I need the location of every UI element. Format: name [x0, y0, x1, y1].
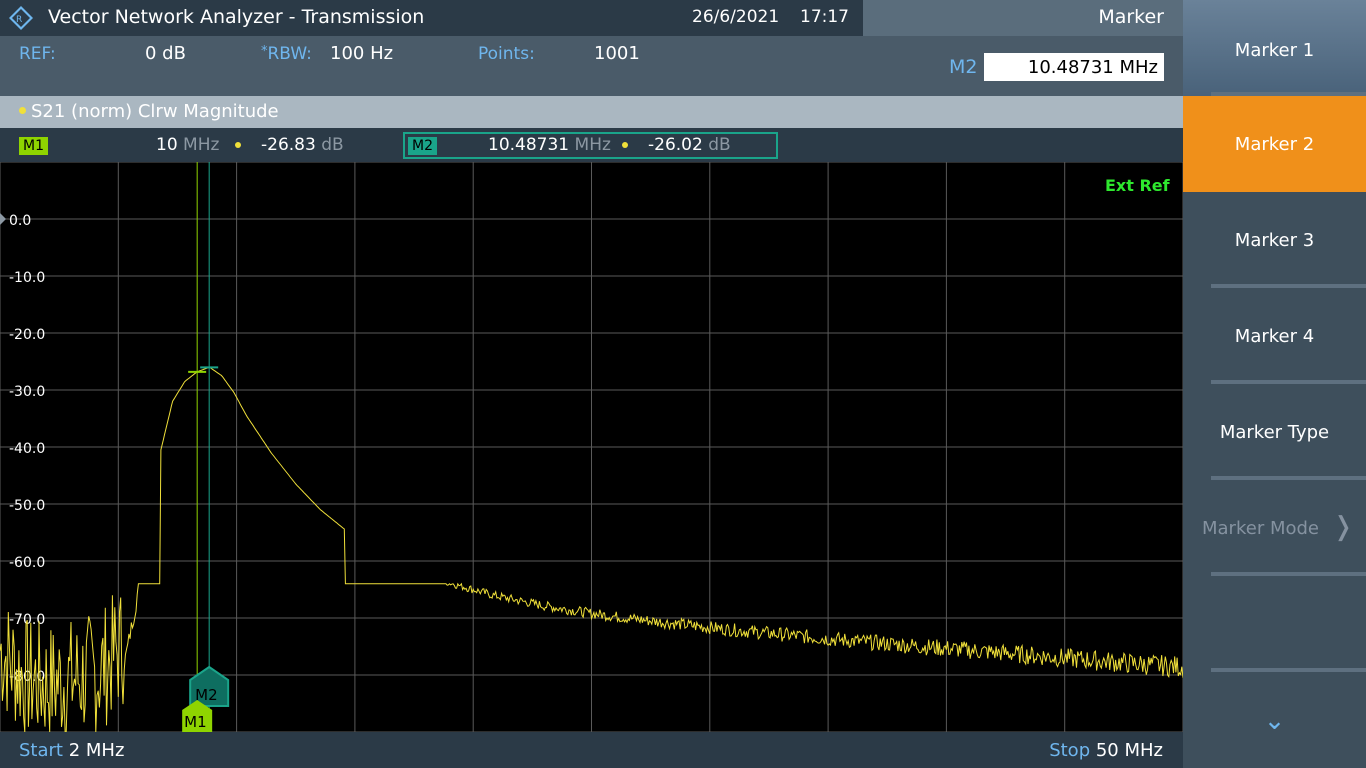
trace-color-dot: [19, 107, 26, 114]
rohde-schwarz-logo-icon: R: [9, 6, 33, 30]
y-tick-label: -20.0: [9, 327, 45, 343]
softkey-marker-type[interactable]: Marker Type: [1183, 384, 1366, 480]
measurement-info-bar: REF: 0 dB *RBW: 100 Hz Points: 1001: [0, 36, 863, 96]
y-tick-label: -60.0: [9, 555, 45, 571]
y-tick-label: 0.0: [9, 213, 31, 229]
m1-marker-tag-label: M1: [184, 713, 207, 731]
m1-level: -26.83 dB: [261, 135, 344, 155]
softkey-empty[interactable]: [1183, 576, 1366, 672]
marker-panel-title: Marker: [1098, 6, 1164, 28]
rbw-value[interactable]: 100 Hz: [330, 43, 394, 64]
softkey-marker-mode-label: Marker Mode: [1202, 518, 1319, 539]
marker-frequency-input[interactable]: [984, 53, 1164, 81]
softkey-marker-type-label: Marker Type: [1219, 422, 1330, 443]
m1-frequency-unit: MHz: [183, 135, 220, 155]
ref-label: REF:: [19, 44, 56, 64]
softkey-marker-1-label: Marker 1: [1234, 40, 1315, 61]
title-bar: R Vector Network Analyzer - Transmission…: [0, 0, 863, 36]
softkey-separator: [1211, 476, 1366, 480]
rbw-label-text: RBW:: [267, 44, 312, 64]
m2-separator-dot: [622, 142, 628, 148]
chevron-right-icon: ❭: [1332, 512, 1354, 542]
softkey-marker-3-label: Marker 3: [1234, 230, 1315, 251]
softkey-separator: [1211, 572, 1366, 576]
y-tick-label: -40.0: [9, 441, 45, 457]
stop-label: Stop: [1049, 740, 1091, 761]
app-title: Vector Network Analyzer - Transmission: [48, 6, 425, 28]
softkey-marker-1[interactable]: Marker 1: [1183, 0, 1366, 96]
y-tick-label: -30.0: [9, 384, 45, 400]
trace-plot[interactable]: 0.0 -10.0 -20.0 -30.0 -40.0 -50.0 -60.0 -70.0 -8…: [0, 162, 1183, 732]
trace-info-bar: S21 (norm) Clrw Magnitude: [0, 96, 1183, 128]
ref-level-arrow-icon: [0, 213, 6, 225]
ext-ref-indicator: Ext Ref: [1105, 176, 1170, 195]
trace-plot-svg[interactable]: 0.0-10.0-20.0-30.0-40.0-50.0-60.0-70.0-8…: [0, 162, 1183, 732]
softkey-more[interactable]: ⌄: [1183, 672, 1366, 768]
m2-level-value: -26.02: [648, 135, 703, 155]
active-marker-label: M2: [949, 56, 978, 78]
points-value[interactable]: 1001: [594, 43, 640, 64]
start-frequency[interactable]: Start 2 MHz: [19, 740, 124, 761]
frequency-span-bar: Start 2 MHz Stop 50 MHz: [0, 732, 1183, 768]
stop-value: 50 MHz: [1095, 740, 1163, 761]
m1-frequency: 10 MHz: [156, 135, 219, 155]
rbw-uncoupled-star: *: [261, 44, 268, 59]
softkey-marker-2[interactable]: Marker 2: [1183, 96, 1366, 192]
m2-marker-tag[interactable]: [189, 665, 230, 707]
ref-value[interactable]: 0 dB: [145, 43, 186, 64]
softkey-marker-mode[interactable]: Marker Mode ❭: [1183, 480, 1366, 576]
m2-frequency-unit: MHz: [574, 135, 611, 155]
softkey-marker-4[interactable]: Marker 4: [1183, 288, 1366, 384]
softkey-marker-2-label: Marker 2: [1234, 134, 1315, 155]
marker-readout-row: M1 10 MHz -26.83 dB M2 10.48731 MHz -26.…: [0, 128, 1183, 162]
time-display: 17:17: [800, 7, 849, 27]
m1-frequency-value: 10: [156, 135, 178, 155]
m2-frequency-value: 10.48731: [488, 135, 570, 155]
stop-frequency[interactable]: Stop 50 MHz: [1049, 740, 1163, 761]
chevron-down-icon: ⌄: [1263, 706, 1286, 736]
y-tick-label: -10.0: [9, 270, 45, 286]
start-label: Start: [19, 740, 63, 761]
m2-level-unit: dB: [708, 135, 731, 155]
y-tick-label: -70.0: [9, 612, 45, 628]
m1-separator-dot: [235, 142, 241, 148]
m1-marker-tag[interactable]: [182, 700, 213, 732]
softkey-marker-4-label: Marker 4: [1234, 326, 1315, 347]
softkey-panel: Marker 1 Marker 2 Marker 3 Marker 4 Mark…: [1183, 0, 1366, 768]
y-tick-label: -50.0: [9, 498, 45, 514]
rbw-label: *RBW:: [261, 44, 312, 64]
start-value: 2 MHz: [68, 740, 125, 761]
softkey-separator: [1211, 380, 1366, 384]
m2-marker-tag-label: M2: [195, 686, 218, 704]
m1-level-unit: dB: [321, 135, 344, 155]
m2-badge[interactable]: M2: [408, 137, 437, 155]
marker-entry-panel: Marker M2: [863, 0, 1183, 96]
date-display: 26/6/2021: [692, 7, 780, 27]
softkey-separator: [1211, 284, 1366, 288]
trace-label[interactable]: S21 (norm) Clrw Magnitude: [31, 101, 279, 122]
m1-level-value: -26.83: [261, 135, 316, 155]
m1-badge[interactable]: M1: [19, 137, 48, 155]
svg-text:R: R: [16, 15, 22, 25]
m2-frequency: 10.48731 MHz: [488, 135, 611, 155]
points-label: Points:: [478, 44, 535, 64]
marker-panel-header: Marker: [863, 0, 1183, 36]
softkey-marker-3[interactable]: Marker 3: [1183, 192, 1366, 288]
m2-readout-box[interactable]: [403, 132, 778, 159]
softkey-separator: [1211, 668, 1366, 672]
m2-level: -26.02 dB: [648, 135, 731, 155]
softkey-separator: [1211, 92, 1366, 96]
